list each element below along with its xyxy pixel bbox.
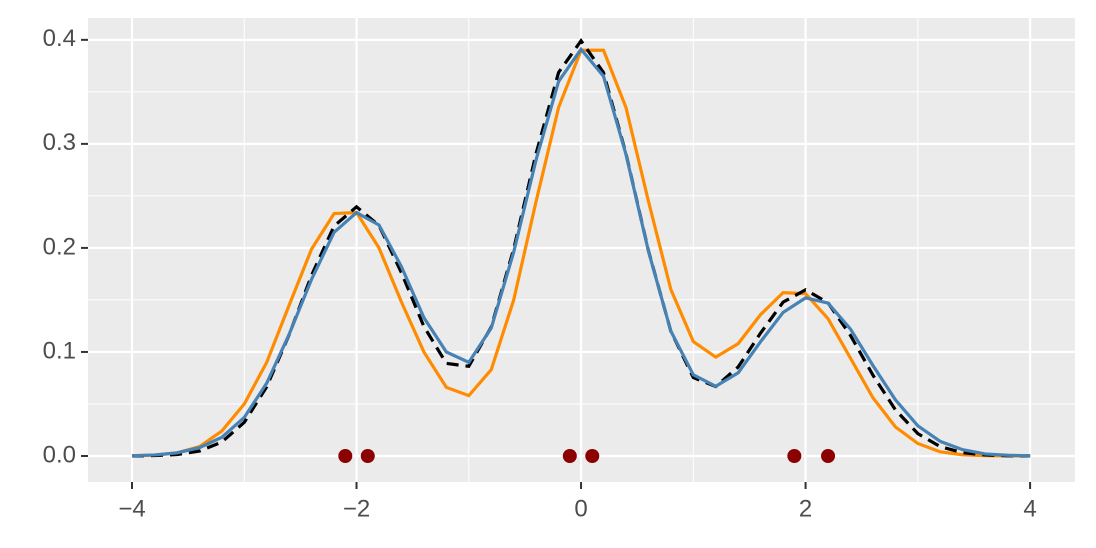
y-tick-label: 0.0: [43, 441, 76, 468]
density-line: [131, 46, 1031, 458]
x-tick-label: 2: [799, 495, 812, 522]
point: [360, 448, 375, 463]
x-tick-label: −4: [118, 495, 145, 522]
y-tick-label: 0.2: [43, 233, 76, 260]
x-tick-label: −2: [343, 495, 370, 522]
point: [585, 448, 600, 463]
y-tick-label: 0.4: [43, 25, 76, 52]
y-tick-label: 0.3: [43, 129, 76, 156]
point: [562, 448, 577, 463]
y-tick-label: 0.1: [43, 337, 76, 364]
x-tick-label: 0: [574, 495, 587, 522]
point: [787, 448, 802, 463]
point: [338, 448, 353, 463]
point: [821, 448, 836, 463]
x-tick-label: 4: [1023, 495, 1036, 522]
